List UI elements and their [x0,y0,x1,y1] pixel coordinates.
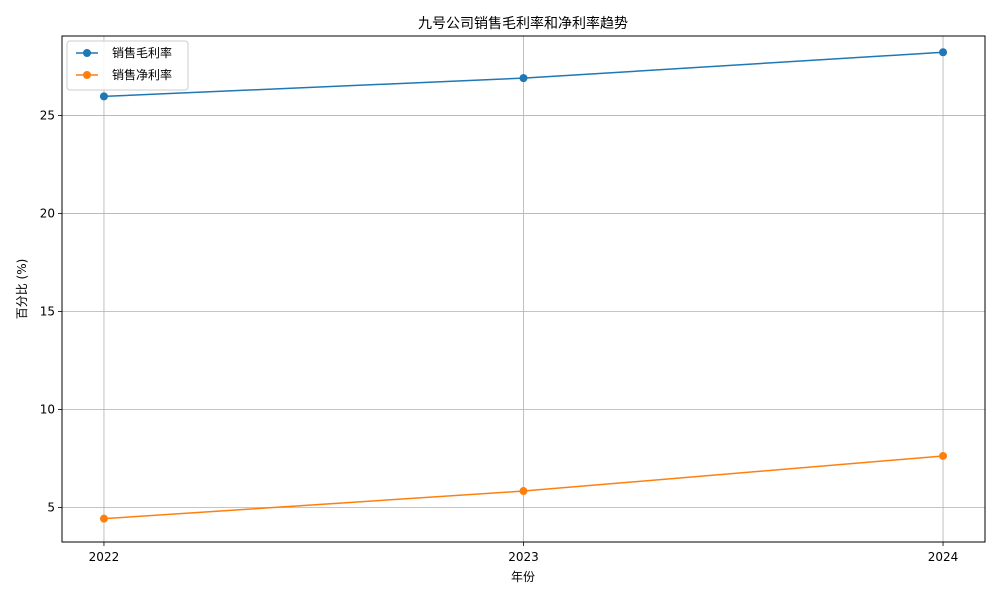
series-layer [99,48,948,523]
legend-marker [83,71,91,79]
x-tick-label: 2023 [508,550,539,564]
y-axis: 5 10 15 20 25 [40,109,62,515]
y-tick-label: 25 [40,109,55,123]
y-tick-label: 20 [40,207,55,221]
chart-title: 九号公司销售毛利率和净利率趋势 [418,15,628,32]
data-point [99,514,108,523]
grid [62,36,985,542]
x-axis: 2022 2023 2024 [89,542,959,564]
legend-marker [83,49,91,57]
data-point [939,451,948,460]
y-axis-label: 百分比 (%) [15,259,29,320]
y-tick-label: 5 [47,501,55,515]
data-point [519,487,528,496]
data-point [99,92,108,101]
x-tick-label: 2024 [928,550,959,564]
x-axis-label: 年份 [511,570,535,584]
legend-label: 销售毛利率 [112,45,172,60]
y-tick-label: 15 [40,305,55,319]
x-tick-label: 2022 [89,550,120,564]
y-tick-label: 10 [40,403,55,417]
legend-label: 销售净利率 [112,67,172,82]
data-point [939,48,948,57]
data-point [519,74,528,83]
